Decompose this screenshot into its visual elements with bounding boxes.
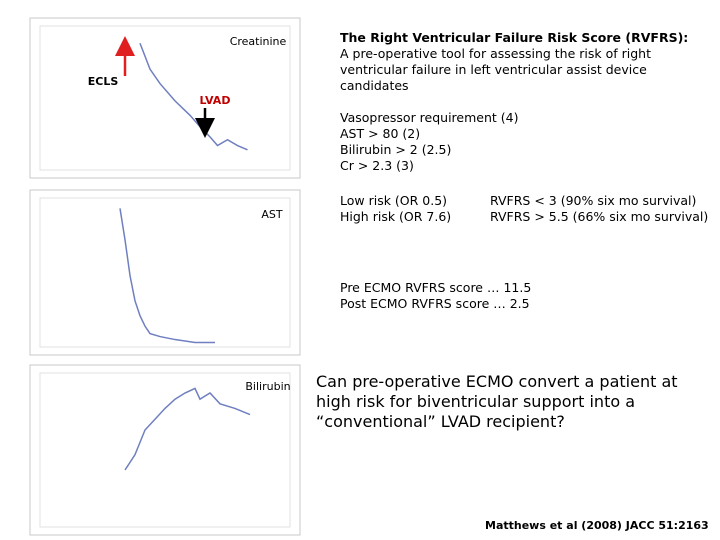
chart-frame [29, 364, 301, 536]
risk-cell: Low risk (OR 0.5) [340, 193, 448, 208]
chart-title: Bilirubin [245, 380, 290, 393]
chart-title: AST [261, 208, 283, 221]
chart-title: Creatinine [230, 35, 287, 48]
citation: Matthews et al (2008) JACC 51:2163 [485, 519, 709, 532]
scores: Pre ECMO RVFRS score … 11.5 Post ECMO RVF… [340, 280, 531, 312]
score: Pre ECMO RVFRS score … 11.5 [340, 280, 532, 295]
plot-area [39, 197, 291, 348]
chart-frame [29, 189, 301, 356]
rvfrs-description: A pre-operative tool for assessing the r… [340, 46, 651, 93]
risk-cell: High risk (OR 7.6) [340, 209, 452, 224]
risk-table: Low risk (OR 0.5) RVFRS < 3 (90% six mo s… [340, 193, 710, 225]
data-line [124, 387, 251, 471]
annotation: ECLS [88, 75, 119, 88]
criterion: AST > 80 (2) [340, 126, 421, 141]
risk-cell: RVFRS > 5.5 (66% six mo survival) [490, 209, 709, 224]
question: Can pre-operative ECMO convert a patient… [316, 372, 678, 431]
charts: Creatinine AST Bilirubin ECLS LVAD [29, 17, 301, 536]
rvfrs-title: The Right Ventricular Failure Risk Score… [340, 30, 689, 45]
criteria: Vasopressor requirement (4) AST > 80 (2) B… [340, 110, 519, 174]
data-line [119, 208, 215, 344]
risk-cell: RVFRS < 3 (90% six mo survival) [490, 193, 697, 208]
criterion: Vasopressor requirement (4) [340, 110, 519, 125]
plot-area [39, 372, 291, 528]
plot-area [39, 25, 291, 171]
criterion: Cr > 2.3 (3) [340, 158, 414, 173]
criterion: Bilirubin > 2 (2.5) [340, 142, 452, 157]
rvfrs-intro: The Right Ventricular Failure Risk Score… [340, 30, 690, 94]
chart-frame [29, 17, 301, 179]
score: Post ECMO RVFRS score … 2.5 [340, 296, 530, 311]
annotation: LVAD [200, 94, 231, 107]
